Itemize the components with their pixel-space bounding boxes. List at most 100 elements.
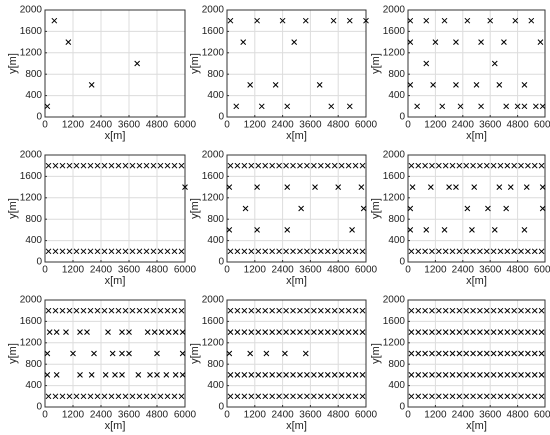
x-tick-label: 1200 <box>62 265 85 276</box>
marker <box>338 372 345 378</box>
marker <box>242 205 249 212</box>
marker <box>304 162 310 169</box>
marker <box>255 393 262 400</box>
marker <box>346 103 353 110</box>
marker <box>456 248 463 255</box>
x-tick-label: 6000 <box>355 410 378 421</box>
marker <box>408 248 415 255</box>
marker <box>227 329 234 335</box>
plot-area <box>45 155 185 262</box>
marker <box>345 248 352 255</box>
marker <box>525 162 531 169</box>
marker <box>157 162 164 169</box>
x-tick-label: 1200 <box>62 120 85 131</box>
x-tick-label: 1200 <box>244 120 267 131</box>
marker <box>247 82 254 88</box>
marker <box>511 307 518 314</box>
marker <box>423 17 430 24</box>
marker <box>504 248 511 255</box>
x-tick-label: 3600 <box>299 120 322 131</box>
x-tick-label: 3600 <box>118 265 141 276</box>
marker <box>518 350 524 357</box>
marker <box>122 162 129 169</box>
y-tick-label: 400 <box>25 380 42 391</box>
marker <box>483 307 490 314</box>
x-tick-label: 3600 <box>118 120 141 131</box>
marker <box>442 393 449 400</box>
marker <box>435 329 442 335</box>
marker <box>427 184 434 190</box>
marker <box>463 393 470 400</box>
x-tick-label: 6000 <box>534 120 550 131</box>
marker <box>518 372 524 378</box>
marker <box>477 393 483 400</box>
marker <box>352 329 359 335</box>
marker <box>304 393 310 400</box>
marker <box>470 307 476 314</box>
marker <box>240 39 247 45</box>
marker <box>279 17 286 24</box>
x-tick-label: 0 <box>224 410 230 421</box>
marker <box>521 103 528 110</box>
marker <box>241 329 248 335</box>
marker <box>504 350 511 357</box>
y-tick-label: 800 <box>207 359 224 370</box>
marker <box>154 350 160 357</box>
marker <box>151 329 158 335</box>
marker <box>453 184 459 190</box>
marker <box>164 307 171 314</box>
marker <box>311 248 317 255</box>
marker <box>241 248 248 255</box>
marker <box>91 350 97 357</box>
marker <box>477 248 483 255</box>
x-tick-label: 0 <box>42 120 48 131</box>
x-tick-label: 3600 <box>479 410 502 421</box>
y-tick-label: 2000 <box>202 150 225 161</box>
y-tick-label: 0 <box>218 112 224 123</box>
marker <box>442 162 449 169</box>
marker <box>422 329 428 335</box>
marker <box>45 162 52 169</box>
marker <box>317 329 324 335</box>
marker <box>129 307 136 314</box>
marker <box>408 350 415 357</box>
marker <box>226 227 233 233</box>
marker <box>497 329 504 335</box>
marker <box>359 393 366 400</box>
x-tick-label: 0 <box>224 120 230 131</box>
marker <box>234 372 241 378</box>
marker <box>478 103 484 110</box>
marker <box>441 227 448 233</box>
marker <box>429 350 435 357</box>
y-tick-label: 1200 <box>202 47 225 58</box>
marker <box>73 393 80 400</box>
marker <box>316 82 323 88</box>
marker <box>269 248 276 255</box>
y-tick-label: 0 <box>36 112 42 123</box>
marker <box>409 184 416 190</box>
x-tick-label: 6000 <box>355 265 378 276</box>
marker <box>255 372 262 378</box>
y-tick-label: 1600 <box>383 316 406 327</box>
y-tick-label: 1200 <box>202 192 225 203</box>
marker <box>129 248 136 255</box>
marker <box>477 162 483 169</box>
marker <box>331 393 338 400</box>
marker <box>227 393 234 400</box>
y-tick-label: 800 <box>388 69 405 80</box>
marker <box>52 307 59 314</box>
marker <box>227 162 234 169</box>
marker <box>525 329 531 335</box>
y-tick-label: 2000 <box>383 150 406 161</box>
y-axis-label: y[m] <box>370 198 382 219</box>
marker <box>143 393 150 400</box>
marker <box>435 248 442 255</box>
marker <box>359 248 366 255</box>
marker <box>477 329 483 335</box>
marker <box>352 307 359 314</box>
marker <box>269 372 276 378</box>
marker <box>518 329 524 335</box>
marker <box>464 205 471 212</box>
marker <box>269 393 276 400</box>
y-tick-label: 1600 <box>202 26 225 37</box>
